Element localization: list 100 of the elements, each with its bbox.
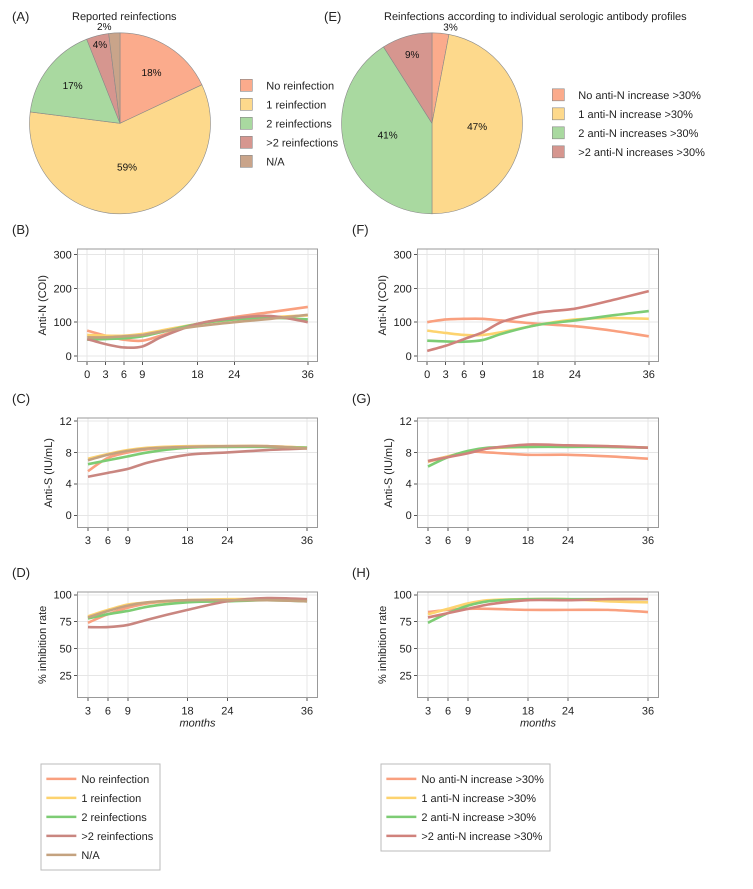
y-tick-label: 100 <box>393 590 412 602</box>
y-tick-label: 100 <box>53 317 72 330</box>
legend-label: 2 anti-N increases >30% <box>578 128 699 140</box>
y-tick-label: 200 <box>393 283 412 296</box>
text: (G) <box>352 391 371 406</box>
y-axis-title: Anti-N (COI) <box>377 275 390 336</box>
y-tick-label: 0 <box>66 350 72 363</box>
y-axis-title: Anti-N (COI) <box>37 275 50 336</box>
x-tick-label: 6 <box>104 705 111 718</box>
y-tick-label: 50 <box>400 643 412 656</box>
y-tick-label: 100 <box>393 317 412 330</box>
legend-label: >2 reinfections <box>266 138 339 150</box>
x-tick-label: 3 <box>84 705 92 718</box>
text: (E) <box>324 9 342 24</box>
x-tick-label: 0 <box>424 369 430 382</box>
legend-label: >2 anti-N increase >30% <box>421 831 543 844</box>
x-tick-label: 3 <box>102 369 109 382</box>
data-label: 59% <box>117 162 138 174</box>
x-axis-title: months <box>520 717 557 730</box>
x-tick-label: 9 <box>480 369 486 382</box>
legend-label: N/A <box>81 850 100 862</box>
data-label: 2% <box>97 22 112 34</box>
y-tick-label: 4 <box>406 478 412 491</box>
x-tick-label: 0 <box>84 369 90 382</box>
x-tick-label: 24 <box>221 705 234 718</box>
legend-label: 1 anti-N increase >30% <box>421 793 536 806</box>
x-tick-label: 6 <box>120 369 128 382</box>
data-label: 4% <box>92 40 108 51</box>
y-tick-label: 50 <box>60 643 72 656</box>
y-axis-title: % inhibition rate <box>37 606 50 684</box>
y-tick-label: 300 <box>53 250 72 262</box>
x-axis-title: months <box>179 717 216 730</box>
x-tick-label: 18 <box>522 705 534 718</box>
data-label: 17% <box>62 81 83 92</box>
x-tick-label: 6 <box>461 369 468 382</box>
y-axis-title: Anti-S (IU/mL) <box>43 438 56 508</box>
legend-label: 2 anti-N increase >30% <box>421 812 536 824</box>
y-axis-title: % inhibition rate <box>377 606 390 684</box>
legend-label: >2 anti-N increases >30% <box>578 147 706 160</box>
y-tick-label: 100 <box>53 590 72 602</box>
x-tick-label: 9 <box>139 369 146 382</box>
x-tick-label: 24 <box>568 369 582 382</box>
x-tick-label: 9 <box>464 535 472 548</box>
y-tick-label: 12 <box>60 416 72 428</box>
y-tick-label: 0 <box>406 350 412 363</box>
x-tick-label: 18 <box>181 535 194 548</box>
x-tick-label: 3 <box>84 535 92 548</box>
x-tick-label: 18 <box>181 705 194 718</box>
y-axis-title: Anti-S (IU/mL) <box>383 438 396 508</box>
legend-label: N/A <box>266 156 286 169</box>
x-tick-label: 24 <box>562 535 574 548</box>
y-tick-label: 8 <box>66 447 72 460</box>
x-tick-label: 3 <box>442 369 449 382</box>
x-tick-label: 36 <box>300 705 314 718</box>
y-tick-label: 0 <box>406 510 412 522</box>
legend-label: No reinfection <box>81 774 150 786</box>
y-tick-label: 25 <box>400 670 412 682</box>
text: (B) <box>12 222 30 237</box>
x-tick-label: 6 <box>444 705 452 718</box>
y-tick-label: 200 <box>53 283 72 296</box>
x-tick-label: 18 <box>522 535 534 548</box>
legend-label: 2 reinfections <box>81 812 148 824</box>
legend-label: 1 reinfection <box>266 100 326 112</box>
legend-label: No anti-N increase >30% <box>578 90 702 102</box>
text: (C) <box>12 391 30 406</box>
text: (D) <box>12 565 30 580</box>
legend-label: >2 reinfections <box>81 831 154 844</box>
text: (F) <box>352 222 369 237</box>
legend-label: 1 reinfection <box>81 793 142 806</box>
legend-label: No anti-N increase >30% <box>421 774 544 786</box>
y-tick-label: 300 <box>393 250 412 262</box>
x-tick-label: 18 <box>532 369 544 382</box>
x-tick-label: 36 <box>642 369 655 382</box>
x-tick-label: 9 <box>464 705 472 718</box>
y-tick-label: 8 <box>406 447 412 460</box>
data-label: 18% <box>142 68 162 80</box>
data-label: 3% <box>443 22 458 34</box>
legend-label: No reinfection <box>266 80 334 93</box>
data-label: 9% <box>404 50 420 61</box>
data-label: 47% <box>467 122 488 134</box>
x-tick-label: 36 <box>642 705 654 718</box>
legend-label: 1 anti-N increase >30% <box>578 109 694 122</box>
chart-title: Reported reinfections <box>72 11 178 23</box>
y-tick-label: 75 <box>60 616 72 629</box>
x-tick-label: 24 <box>228 369 240 382</box>
data-label: 41% <box>378 130 398 142</box>
x-tick-label: 3 <box>424 535 432 548</box>
x-tick-label: 6 <box>104 535 111 548</box>
x-tick-label: 36 <box>302 369 314 382</box>
x-tick-label: 9 <box>124 535 131 548</box>
y-tick-label: 4 <box>66 478 72 491</box>
x-tick-label: 24 <box>562 705 574 718</box>
legend-label: 2 reinfections <box>266 118 332 131</box>
y-tick-label: 75 <box>400 616 412 629</box>
x-tick-label: 36 <box>642 535 654 548</box>
y-tick-label: 12 <box>400 416 412 428</box>
y-tick-label: 0 <box>66 510 72 522</box>
x-tick-label: 36 <box>300 535 314 548</box>
x-tick-label: 6 <box>444 535 452 548</box>
x-tick-label: 18 <box>191 369 204 382</box>
